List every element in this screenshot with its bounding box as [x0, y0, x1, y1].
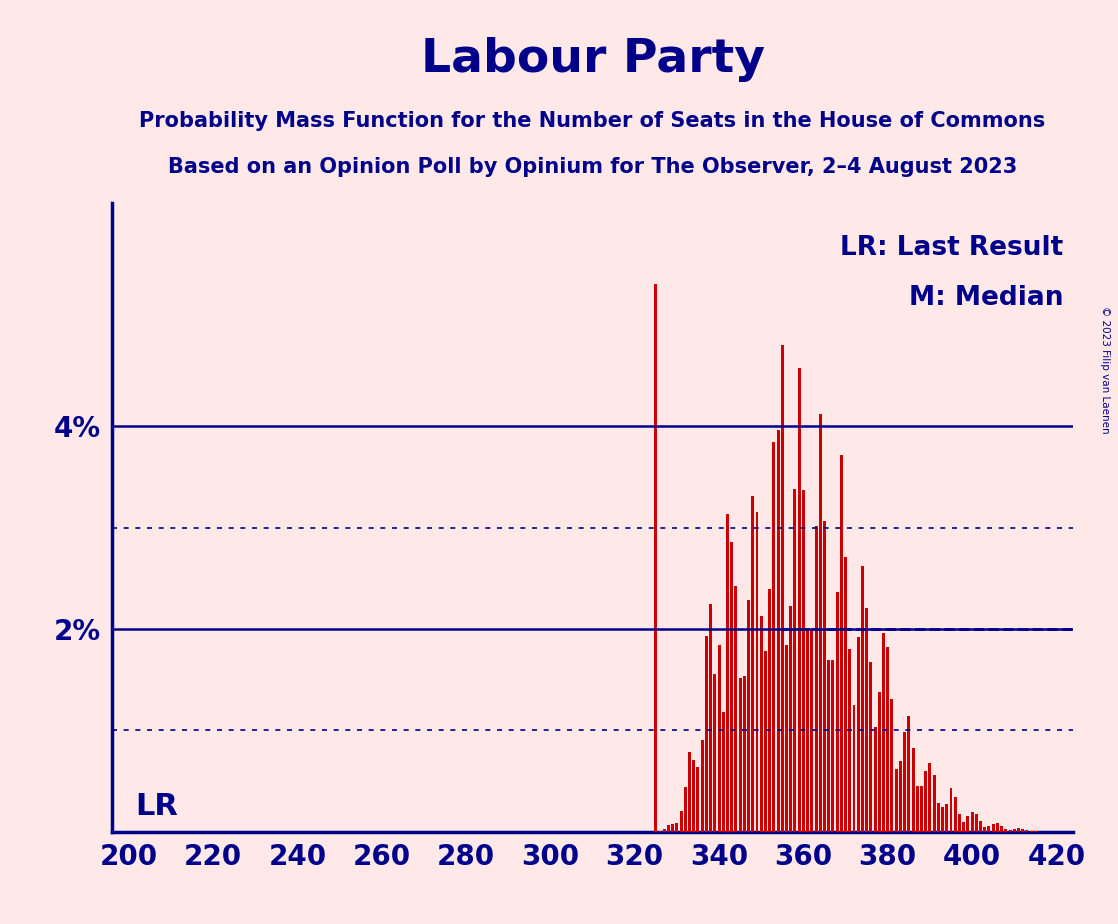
Bar [654, 285, 657, 832]
Bar [756, 512, 758, 832]
Bar [789, 605, 793, 832]
Bar [692, 760, 695, 832]
Bar [840, 456, 843, 832]
Text: Based on an Opinion Poll by Opinium for The Observer, 2–4 August 2023: Based on an Opinion Poll by Opinium for … [168, 157, 1017, 177]
Bar [949, 788, 953, 832]
Bar [856, 637, 860, 832]
Bar [675, 822, 679, 832]
Bar [1004, 829, 1007, 832]
Bar [802, 491, 805, 832]
Bar [1034, 831, 1036, 832]
Bar [865, 608, 868, 832]
Text: © 2023 Filip van Laenen: © 2023 Filip van Laenen [1100, 306, 1110, 433]
Bar [844, 557, 847, 832]
Bar [894, 769, 898, 832]
Bar [701, 740, 703, 832]
Bar [1021, 829, 1024, 832]
Bar [928, 763, 931, 832]
Bar [773, 442, 776, 832]
Bar [987, 826, 991, 832]
Bar [920, 785, 923, 832]
Bar [684, 786, 686, 832]
Bar [730, 541, 733, 832]
Bar [680, 810, 683, 832]
Bar [979, 821, 982, 832]
Bar [751, 496, 755, 832]
Bar [890, 699, 893, 832]
Bar [1017, 829, 1020, 832]
Bar [937, 803, 940, 832]
Bar [1013, 829, 1016, 832]
Bar [996, 823, 998, 832]
Bar [818, 414, 822, 832]
Text: Labour Party: Labour Party [420, 37, 765, 82]
Bar [853, 706, 855, 832]
Bar [925, 772, 927, 832]
Bar [983, 827, 986, 832]
Bar [777, 431, 779, 832]
Bar [946, 804, 948, 832]
Bar [688, 752, 691, 832]
Bar [747, 601, 750, 832]
Bar [911, 748, 915, 832]
Bar [780, 346, 784, 832]
Bar [739, 678, 741, 832]
Bar [806, 628, 809, 832]
Bar [861, 565, 864, 832]
Bar [873, 727, 877, 832]
Bar [954, 797, 957, 832]
Bar [667, 825, 670, 832]
Bar [798, 368, 800, 832]
Bar [705, 637, 708, 832]
Bar [958, 814, 960, 832]
Bar [966, 816, 969, 832]
Bar [992, 824, 995, 832]
Bar [903, 732, 906, 832]
Bar [882, 633, 885, 832]
Text: M: Median: M: Median [909, 285, 1063, 311]
Bar [832, 660, 834, 832]
Bar [1008, 830, 1012, 832]
Bar [908, 716, 910, 832]
Bar [742, 676, 746, 832]
Bar [963, 821, 965, 832]
Bar [887, 647, 889, 832]
Bar [827, 660, 831, 832]
Bar [835, 592, 838, 832]
Bar [718, 646, 720, 832]
Text: LR: LR [135, 793, 178, 821]
Bar [975, 814, 978, 832]
Bar [760, 616, 762, 832]
Bar [899, 761, 902, 832]
Bar [811, 629, 813, 832]
Bar [697, 768, 700, 832]
Bar [823, 521, 826, 832]
Bar [941, 808, 944, 832]
Bar [726, 514, 729, 832]
Bar [709, 603, 712, 832]
Bar [932, 775, 936, 832]
Bar [663, 829, 665, 832]
Bar [849, 649, 851, 832]
Bar [713, 674, 717, 832]
Text: LR: Last Result: LR: Last Result [841, 235, 1063, 261]
Bar [878, 691, 881, 832]
Bar [1001, 826, 1003, 832]
Bar [815, 526, 817, 832]
Bar [916, 786, 919, 832]
Bar [870, 662, 872, 832]
Bar [970, 812, 974, 832]
Text: Probability Mass Function for the Number of Seats in the House of Commons: Probability Mass Function for the Number… [140, 111, 1045, 131]
Bar [785, 645, 788, 832]
Bar [735, 586, 738, 832]
Bar [764, 651, 767, 832]
Bar [671, 823, 674, 832]
Bar [768, 590, 771, 832]
Bar [722, 712, 724, 832]
Bar [794, 489, 796, 832]
Bar [1025, 831, 1029, 832]
